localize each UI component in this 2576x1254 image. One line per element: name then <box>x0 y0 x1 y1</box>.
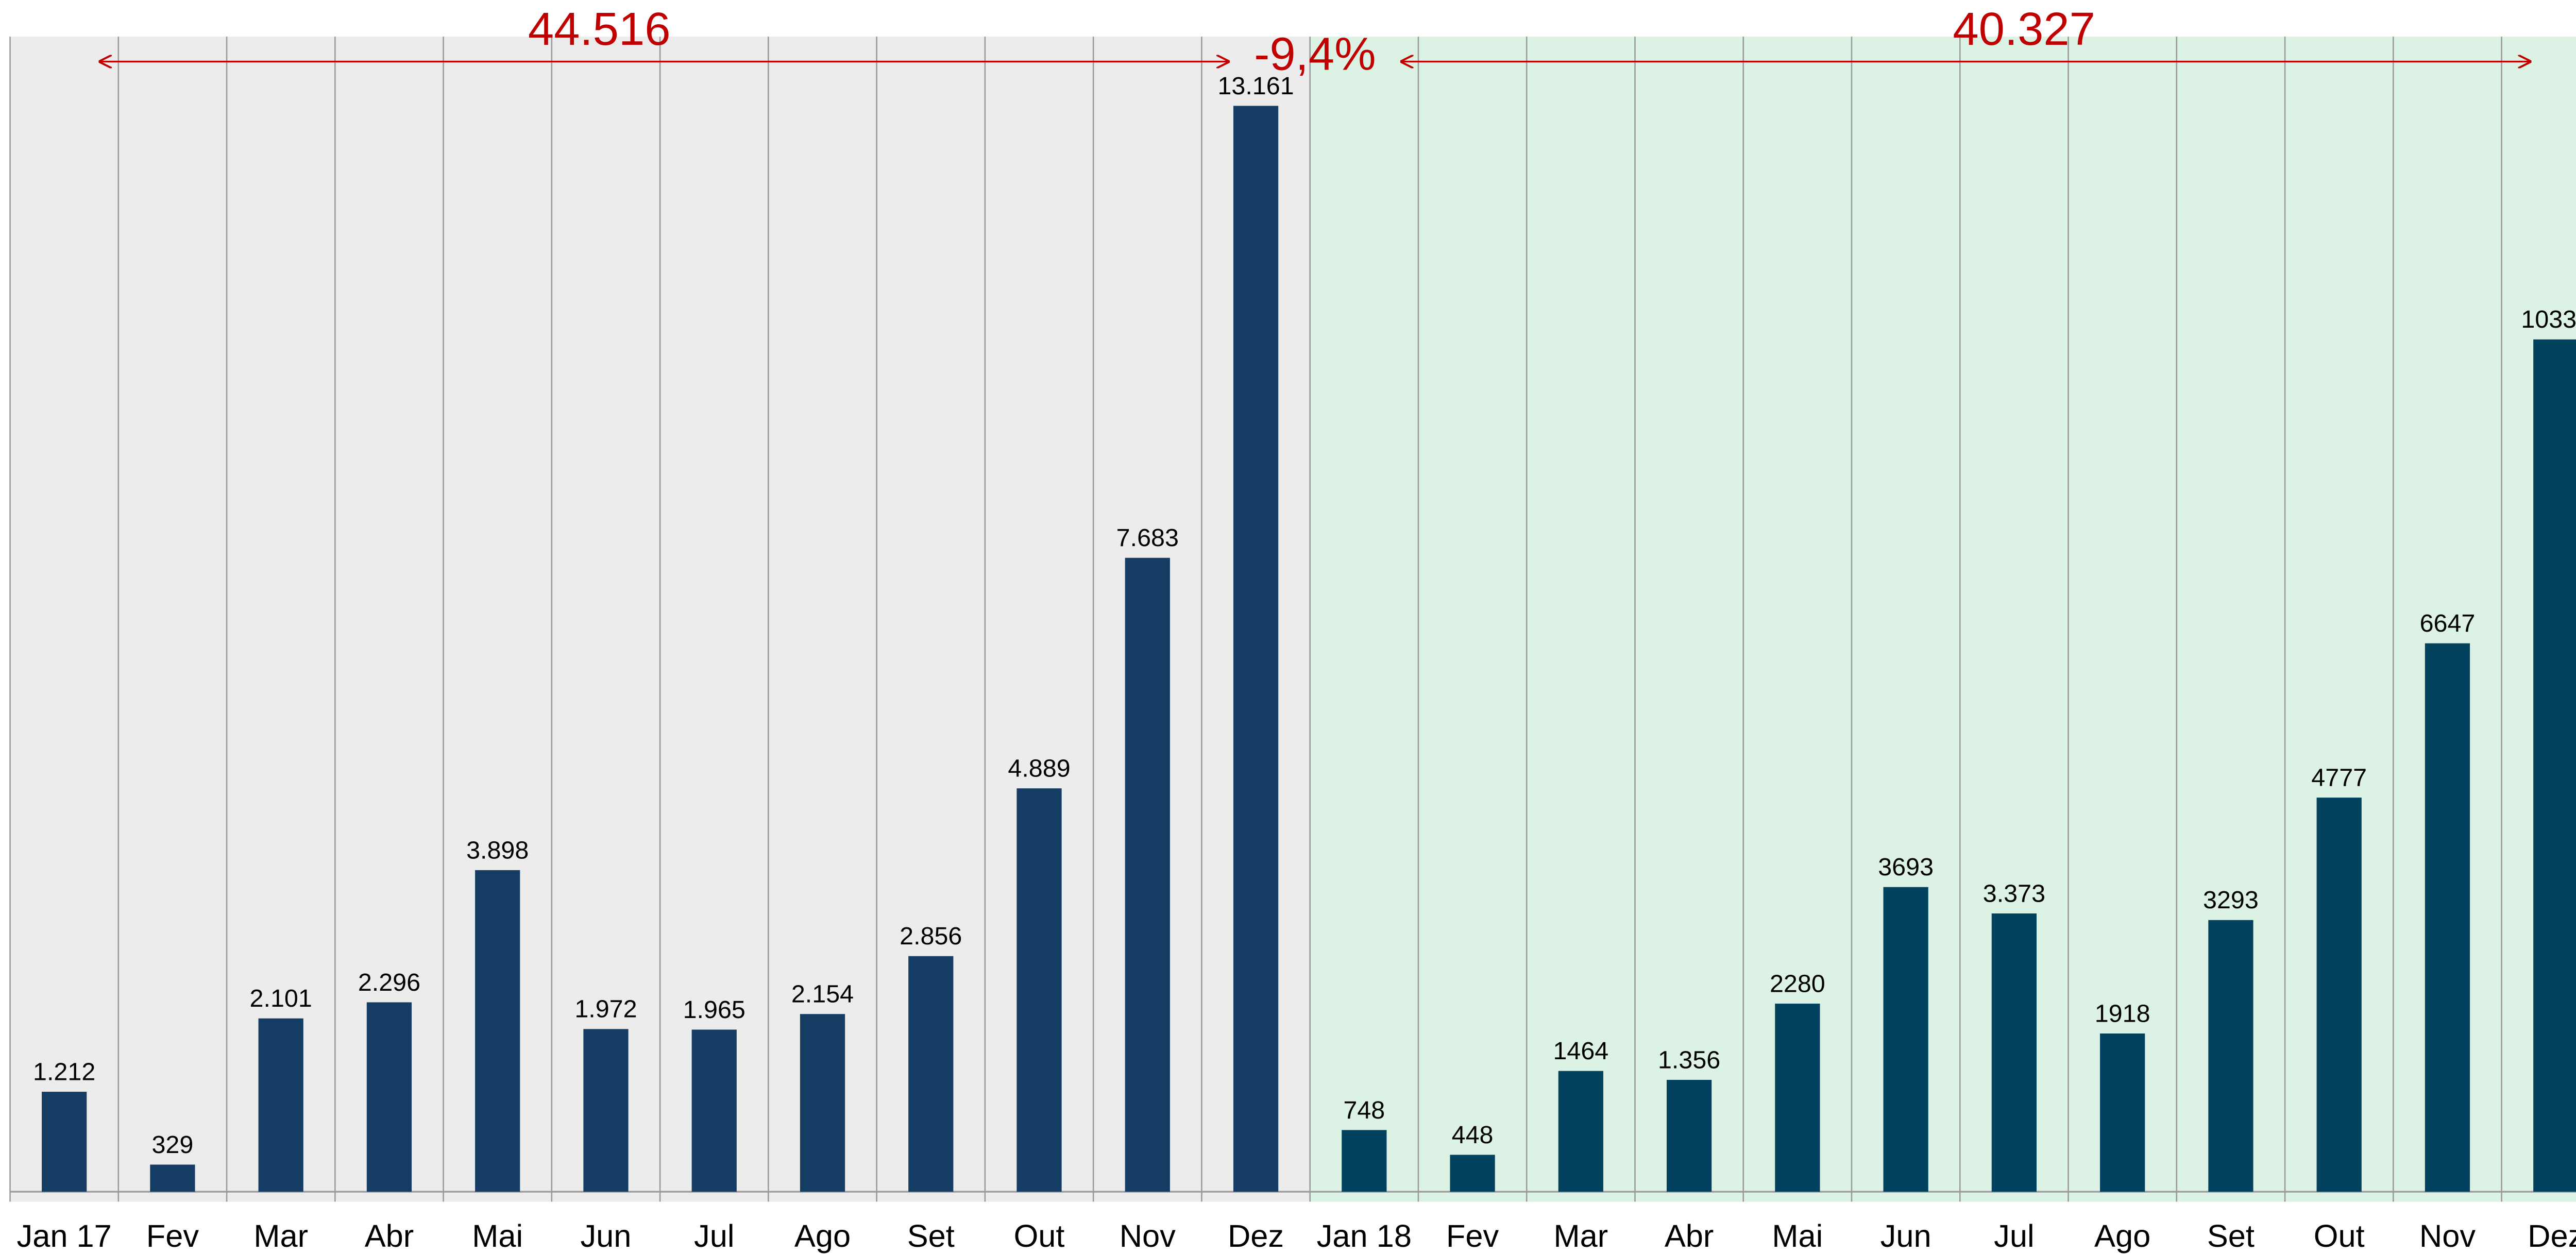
data-label: 1.972 <box>574 995 637 1023</box>
bar <box>1450 1155 1495 1192</box>
x-tick-label: Ago <box>794 1218 851 1254</box>
x-tick-label: Jun <box>1880 1218 1931 1254</box>
x-tick-label: Jan 17 <box>17 1218 112 1254</box>
bar <box>1558 1071 1603 1192</box>
data-label: 748 <box>1343 1096 1385 1124</box>
bar <box>475 870 520 1192</box>
bar <box>1883 887 1928 1192</box>
x-tick-label: Dez <box>2528 1218 2576 1254</box>
bar <box>2208 920 2253 1192</box>
x-tick-label: Nov <box>2419 1218 2476 1254</box>
data-label: 13.161 <box>1217 72 1294 100</box>
bar <box>2316 798 2362 1192</box>
x-tick-label: Mai <box>472 1218 523 1254</box>
x-tick-label: Jan 18 <box>1317 1218 1412 1254</box>
x-tick-label: Mai <box>1772 1218 1823 1254</box>
data-label: 4.889 <box>1008 755 1070 783</box>
x-tick-label: Mar <box>1554 1218 1608 1254</box>
panel <box>1310 37 2576 1202</box>
data-label: 3.373 <box>1983 879 2045 907</box>
x-tick-label: Nov <box>1120 1218 1176 1254</box>
bar <box>42 1092 87 1192</box>
bar <box>583 1029 629 1192</box>
x-tick-label: Jul <box>1994 1218 2034 1254</box>
bar <box>1016 788 1062 1192</box>
bar <box>1233 106 1279 1192</box>
data-label: 7.683 <box>1116 524 1179 552</box>
data-label: 10330 <box>2521 306 2576 333</box>
data-label: 1918 <box>2095 999 2150 1027</box>
data-label: 1.965 <box>683 996 745 1024</box>
bar <box>2533 339 2576 1192</box>
data-label: 2.154 <box>791 980 854 1008</box>
bar <box>2425 643 2470 1192</box>
bar <box>1342 1130 1387 1192</box>
x-tick-label: Jul <box>694 1218 734 1254</box>
data-label: 3693 <box>1878 853 1934 881</box>
bar <box>258 1018 303 1192</box>
x-tick-label: Fev <box>146 1218 199 1254</box>
data-label: 2.101 <box>250 985 312 1012</box>
bar <box>150 1164 195 1192</box>
bar <box>1775 1004 1820 1192</box>
data-label: 1.356 <box>1658 1046 1720 1074</box>
x-tick-label: Ago <box>2094 1218 2150 1254</box>
data-label: 1.212 <box>33 1058 95 1086</box>
x-tick-label: Mar <box>253 1218 308 1254</box>
data-label: 3.898 <box>466 836 529 864</box>
marks: Jan 17 Fev Mar Abr Mai Jun Jul Ago Set Out Nov Dez J… <box>17 72 2576 1254</box>
data-label: 2280 <box>1770 970 1825 997</box>
x-tick-label: Dez <box>1228 1218 1284 1254</box>
bar <box>1991 913 2037 1192</box>
bar <box>800 1014 845 1192</box>
x-tick-label: Fev <box>1446 1218 1499 1254</box>
x-tick-label: Set <box>907 1218 955 1254</box>
data-label: 448 <box>1452 1121 1494 1149</box>
bar <box>366 1002 412 1192</box>
grid <box>9 37 2576 1202</box>
x-tick-label: Out <box>2314 1218 2365 1254</box>
data-label: 2.856 <box>900 922 962 950</box>
x-tick-label: Jun <box>580 1218 631 1254</box>
x-tick-label: Out <box>1014 1218 1065 1254</box>
bar <box>908 956 954 1192</box>
bar <box>1667 1080 1712 1192</box>
bar <box>1125 557 1170 1192</box>
x-tick-label: Set <box>2207 1218 2255 1254</box>
data-label: 6647 <box>2420 609 2476 637</box>
x-tick-label: Abr <box>1665 1218 1714 1254</box>
data-label: 3293 <box>2203 886 2259 914</box>
x-tick-label: Abr <box>365 1218 414 1254</box>
annotation: 44.516 <box>528 3 671 55</box>
bar <box>691 1029 737 1192</box>
annotation: 40.327 <box>1953 3 2095 55</box>
data-label: 4777 <box>2311 764 2367 792</box>
data-label: 329 <box>151 1131 193 1159</box>
data-label: 1464 <box>1553 1037 1608 1065</box>
annotation: -9,4% <box>1254 28 1376 80</box>
bar <box>2100 1033 2145 1192</box>
data-label: 2.296 <box>358 969 420 996</box>
